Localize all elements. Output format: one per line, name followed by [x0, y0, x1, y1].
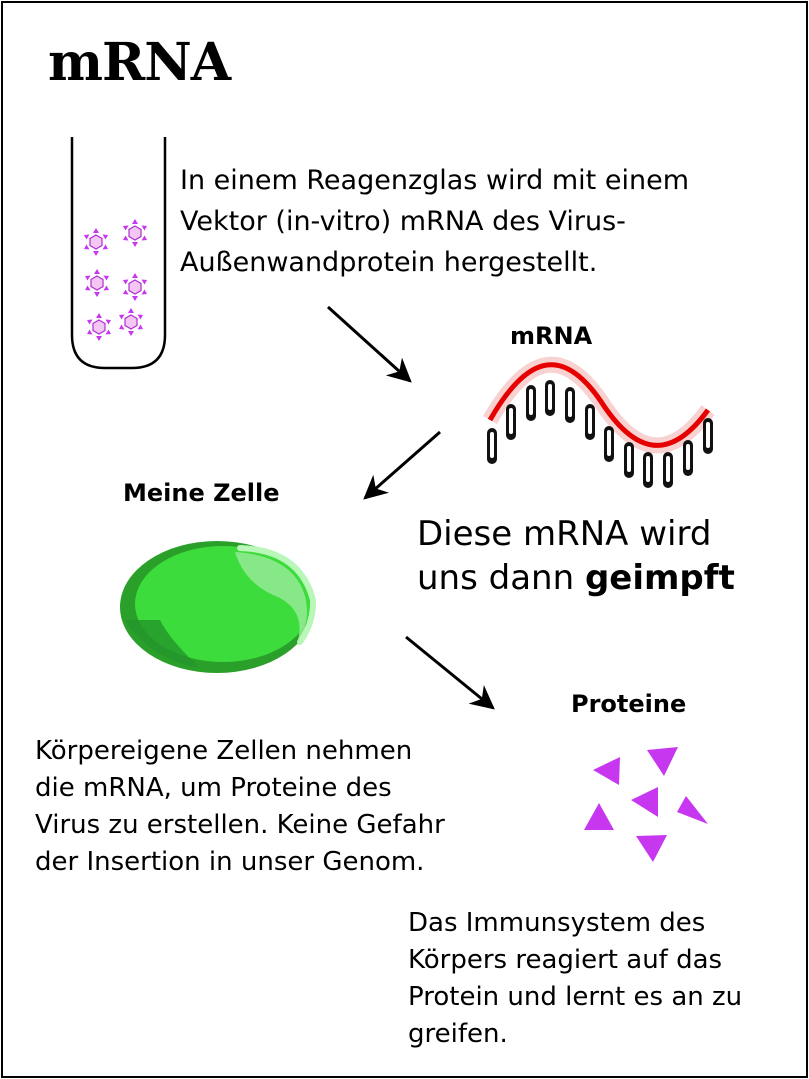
mrna-base-highlight	[490, 432, 494, 458]
cell-icon	[120, 541, 317, 673]
mrna-base-highlight	[686, 444, 690, 470]
vaccine-line-2-prefix: uns dann	[417, 558, 585, 598]
mrna-base-highlight	[509, 408, 513, 434]
mrna-base-highlight	[607, 430, 611, 456]
intro-text: In einem Reagenzglas wird mit einem Vekt…	[180, 165, 689, 278]
mrna-base-highlight	[529, 389, 533, 415]
mrna-base-highlight	[666, 456, 670, 482]
vaccine-text: Diese mRNA wird uns dann geimpft	[417, 512, 735, 600]
virus-particles-icon	[83, 218, 148, 342]
proteins-icon	[584, 747, 708, 862]
mrna-base-highlight	[646, 456, 650, 482]
test-tube-icon	[70, 137, 167, 370]
mrna-base-highlight	[568, 391, 572, 417]
cell-description-text: Körpereigene Zellen nehmen die mRNA, um …	[35, 736, 445, 877]
mrna-strand-icon	[483, 356, 715, 488]
mrna-base-highlight	[548, 384, 552, 410]
arrow-cell-to-proteins	[405, 635, 495, 710]
mrna-label: mRNA	[510, 322, 593, 350]
immune-description-text: Das Immunsystem des Körpers reagiert auf…	[408, 908, 743, 1049]
arrow-tube-to-mrna	[326, 305, 412, 383]
page-title: mRNA	[48, 32, 231, 93]
vaccine-line-1: Diese mRNA wird	[417, 514, 712, 554]
mrna-base-highlight	[706, 422, 710, 448]
vaccine-line-2-bold: geimpft	[584, 558, 735, 598]
mrna-base-highlight	[627, 446, 631, 472]
proteins-label: Proteine	[571, 690, 687, 718]
arrow-mrna-to-cell	[363, 430, 441, 500]
cell-label: Meine Zelle	[123, 479, 280, 507]
mrna-base-highlight	[588, 408, 592, 434]
